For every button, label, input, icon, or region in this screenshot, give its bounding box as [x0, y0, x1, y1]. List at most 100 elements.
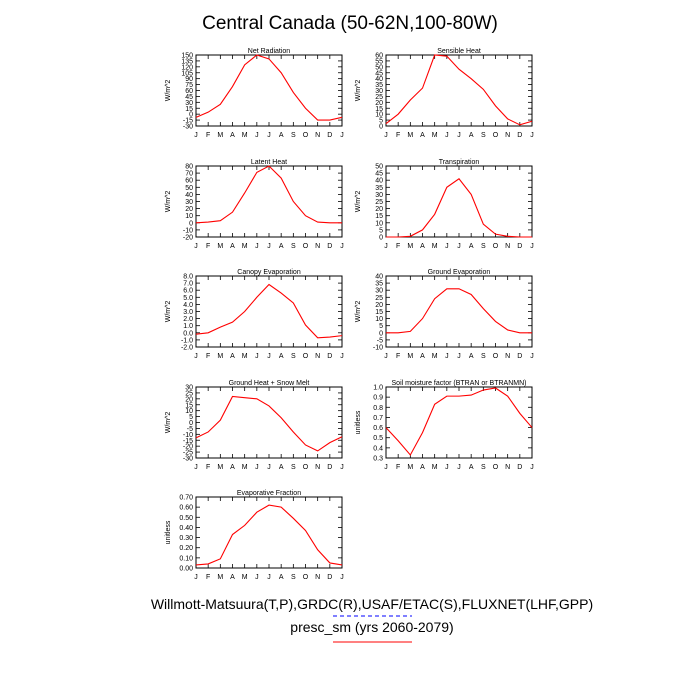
y-axis-label: W/m^2	[165, 301, 172, 323]
x-tick-label: A	[230, 132, 235, 139]
y-tick-label: 10	[375, 112, 383, 119]
y-tick-label: 0	[379, 124, 383, 131]
y-axis-label: W/m^2	[355, 301, 362, 323]
y-tick-label: 0.00	[179, 566, 193, 573]
y-tick-label: 15	[375, 309, 383, 316]
series-line	[386, 288, 532, 334]
y-tick-label: 35	[375, 281, 383, 288]
y-tick-label: 0.50	[179, 515, 193, 522]
x-tick-label: J	[267, 353, 271, 360]
y-tick-label: 0	[189, 220, 193, 227]
series-line	[195, 165, 342, 224]
y-tick-label: 45	[375, 171, 383, 178]
y-tick-label: 50	[185, 185, 193, 192]
x-tick-label: J	[267, 132, 271, 139]
y-tick-label: 0	[189, 420, 193, 427]
panel-title: Ground Evaporation	[428, 269, 491, 276]
y-tick-label: 0.10	[179, 555, 193, 562]
y-axis-label: W/m^2	[165, 191, 172, 213]
y-tick-label: 120	[181, 64, 193, 71]
plot-frame	[195, 496, 343, 569]
x-tick-label: N	[315, 132, 320, 139]
panel-evaporative-fraction: Evaporative Fraction 0.00 0.10 0.20 0.30 0.40…	[165, 490, 344, 581]
x-tick-label: F	[206, 243, 210, 250]
x-tick-label: M	[242, 574, 248, 581]
x-tick-label: S	[291, 132, 296, 139]
x-tick-label: J	[255, 132, 259, 139]
x-tick-label: M	[217, 353, 223, 360]
y-tick-label: 25	[375, 94, 383, 101]
x-tick-label: M	[242, 132, 248, 139]
y-tick-label: 10	[185, 213, 193, 220]
x-tick-label: D	[517, 464, 522, 471]
x-tick-label: J	[530, 353, 534, 360]
y-tick-label: 30	[185, 199, 193, 206]
x-tick-label: D	[327, 353, 332, 360]
panel-title: Canopy Evaporation	[237, 269, 301, 276]
plot-frame	[195, 275, 343, 348]
x-tick-label: A	[279, 574, 284, 581]
y-axis-label: unitless	[165, 520, 172, 544]
y-tick-label: 25	[375, 199, 383, 206]
y-tick-label: 20	[375, 206, 383, 213]
y-tick-label: 60	[375, 53, 383, 60]
x-tick-label: S	[291, 353, 296, 360]
panel-title: Transpiration	[439, 159, 480, 166]
x-tick-label: M	[217, 132, 223, 139]
y-tick-label: 10	[375, 220, 383, 227]
plot-frame	[385, 275, 533, 348]
series-line	[385, 387, 533, 456]
x-tick-label: M	[242, 243, 248, 250]
y-tick-label: 20	[185, 206, 193, 213]
x-tick-label: J	[457, 243, 461, 250]
y-tick-label: 0.4	[373, 445, 383, 452]
x-tick-label: A	[279, 132, 284, 139]
y-tick-label: 50	[375, 64, 383, 71]
x-tick-label: J	[457, 464, 461, 471]
y-tick-label: 0.9	[373, 395, 383, 402]
x-tick-label: O	[493, 464, 499, 471]
y-tick-label: 0.40	[179, 525, 193, 532]
x-tick-label: M	[432, 464, 438, 471]
x-tick-label: N	[315, 574, 320, 581]
y-tick-label: -2.0	[181, 345, 193, 352]
y-tick-label: -20	[183, 444, 193, 451]
y-tick-label: 55	[375, 58, 383, 65]
x-tick-label: A	[230, 574, 235, 581]
plot-frame	[385, 386, 533, 459]
x-tick-label: O	[303, 574, 309, 581]
x-tick-label: N	[505, 353, 510, 360]
y-tick-label: 15	[375, 106, 383, 113]
y-tick-label: 75	[185, 82, 193, 89]
x-tick-label: N	[315, 464, 320, 471]
y-tick-label: 0.3	[373, 456, 383, 463]
y-tick-label: 5.0	[183, 295, 193, 302]
x-tick-label: A	[469, 243, 474, 250]
x-tick-label: F	[396, 243, 400, 250]
y-tick-label: 7.0	[183, 281, 193, 288]
panels: Net Radiation-30-15015304560759010512013…	[165, 48, 534, 581]
y-tick-label: 40	[185, 192, 193, 199]
x-tick-label: J	[457, 132, 461, 139]
y-tick-label: 0	[379, 235, 383, 242]
y-tick-label: 0	[189, 112, 193, 119]
y-tick-label: 40	[375, 178, 383, 185]
plot-frame	[195, 54, 343, 127]
y-tick-label: -30	[183, 456, 193, 463]
y-tick-label: 50	[375, 164, 383, 171]
y-tick-label: 90	[185, 76, 193, 83]
y-axis-label: unitless	[355, 410, 362, 434]
x-tick-label: A	[230, 464, 235, 471]
x-tick-label: M	[242, 353, 248, 360]
x-tick-label: M	[432, 132, 438, 139]
x-tick-label: M	[407, 353, 413, 360]
x-tick-label: J	[267, 464, 271, 471]
x-tick-label: M	[217, 574, 223, 581]
x-tick-label: J	[267, 574, 271, 581]
y-tick-label: 2.0	[183, 316, 193, 323]
y-axis-label: W/m^2	[165, 412, 172, 434]
x-tick-label: S	[291, 464, 296, 471]
series-line	[195, 504, 343, 566]
